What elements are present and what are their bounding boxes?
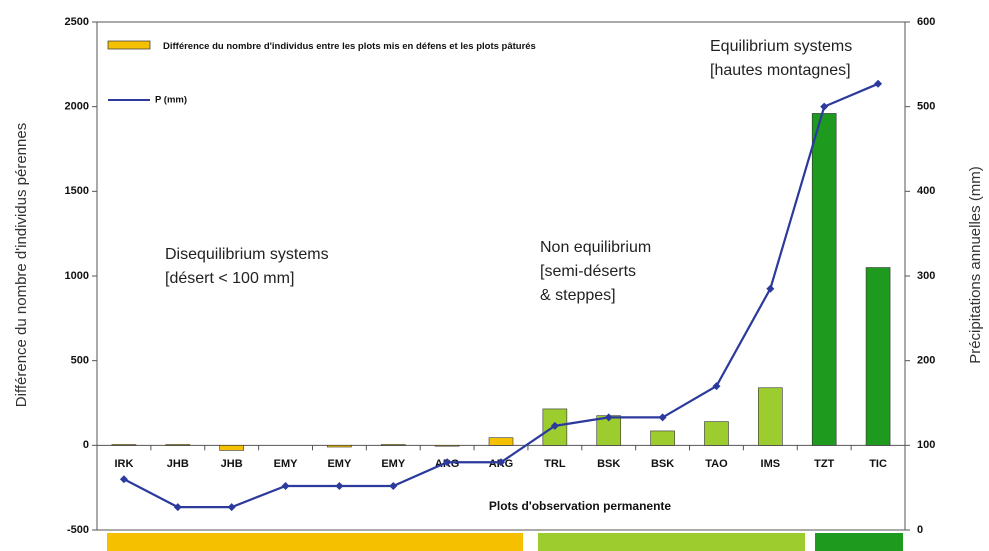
y2-tick-label: 400 <box>917 185 935 197</box>
y-tick-label: 500 <box>71 355 89 367</box>
y-tick-label: 2000 <box>65 101 89 113</box>
annotation: [hautes montagnes] <box>710 62 851 79</box>
line-marker <box>443 458 452 467</box>
y-tick-label: 2500 <box>65 16 89 28</box>
line-marker <box>173 503 182 512</box>
y2-tick-label: 100 <box>917 439 935 451</box>
bar <box>758 387 783 446</box>
line-marker <box>335 481 344 490</box>
line-marker <box>604 413 613 422</box>
x-tick-label: TZT <box>814 458 834 470</box>
group-band <box>815 533 903 551</box>
bar <box>219 445 244 451</box>
x-tick-label: JHB <box>221 458 243 470</box>
line-marker <box>712 382 721 391</box>
y2-tick-label: 600 <box>917 16 935 28</box>
x-tick-label: JHB <box>167 458 189 470</box>
y2-tick-label: 300 <box>917 270 935 282</box>
line-marker <box>227 503 236 512</box>
bar <box>488 437 514 446</box>
annotation: [semi-déserts <box>540 263 636 280</box>
bar <box>704 421 729 446</box>
x-tick-label: EMY <box>274 458 299 470</box>
y-tick-label: -500 <box>67 524 89 536</box>
y2-tick-label: 200 <box>917 355 935 367</box>
line-marker <box>389 481 398 490</box>
y-axis-title: Différence du nombre d'individus pérenne… <box>13 123 30 407</box>
annotation: Non equilibrium <box>540 239 651 256</box>
line-marker <box>820 102 829 111</box>
line-marker <box>281 481 290 490</box>
bar <box>811 113 837 446</box>
y-tick-label: 1500 <box>65 185 89 197</box>
line-marker <box>497 458 505 467</box>
annotation: & steppes] <box>540 287 616 304</box>
annotation: Disequilibrium systems <box>165 246 329 263</box>
annotation: Equilibrium systems <box>710 38 852 55</box>
bar <box>434 445 460 447</box>
bar <box>380 444 406 446</box>
line-marker <box>766 284 775 293</box>
group-band <box>538 533 805 551</box>
line-marker <box>874 79 883 88</box>
bar <box>111 444 137 446</box>
x-tick-label: IRK <box>114 458 133 470</box>
y-tick-label: 1000 <box>65 270 89 282</box>
x-tick-label: IMS <box>761 458 781 470</box>
y2-tick-label: 0 <box>917 524 923 536</box>
x-tick-label: EMY <box>327 458 352 470</box>
y2-tick-label: 500 <box>917 101 935 113</box>
line-marker <box>550 421 559 430</box>
bar <box>165 444 191 446</box>
x-tick-label: BSK <box>597 458 620 470</box>
line-marker <box>119 475 128 484</box>
x-axis-title: Plots d'observation permanente <box>489 499 672 513</box>
line-marker <box>658 413 667 422</box>
y2-axis-title: Précipitations annuelles (mm) <box>967 166 984 364</box>
legend-label: Différence du nombre d'individus entre l… <box>163 41 536 52</box>
bar <box>865 267 891 446</box>
x-tick-label: TAO <box>705 458 728 470</box>
x-tick-label: TIC <box>869 458 887 470</box>
bar <box>650 430 675 446</box>
x-tick-label: EMY <box>381 458 406 470</box>
y-tick-label: 0 <box>83 439 89 451</box>
group-band <box>107 533 523 551</box>
bar <box>327 445 352 448</box>
legend-label: P (mm) <box>155 95 187 106</box>
x-tick-label: BSK <box>651 458 674 470</box>
annotation: [désert < 100 mm] <box>165 270 294 287</box>
x-tick-label: TRL <box>544 458 566 470</box>
legend-swatch <box>107 40 151 50</box>
